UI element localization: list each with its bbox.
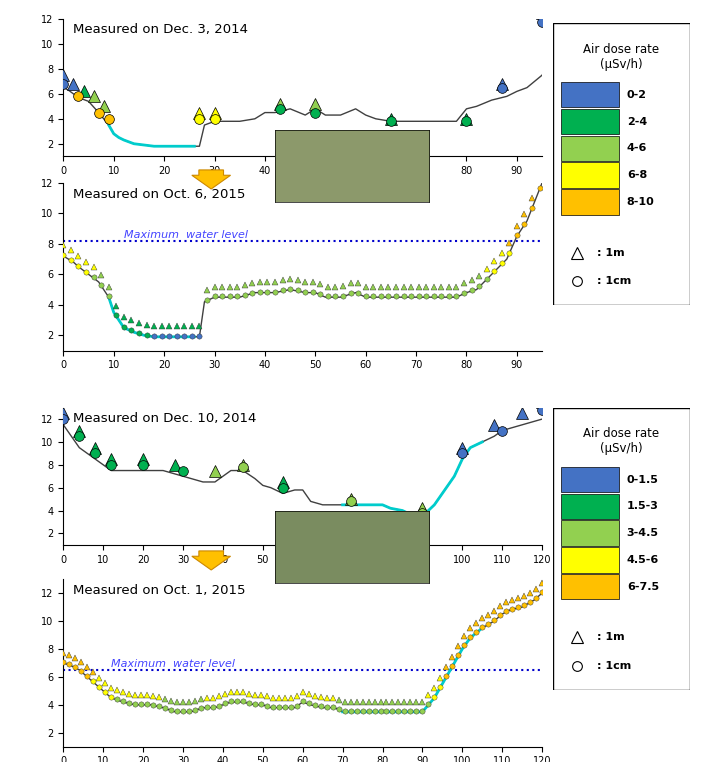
Text: 4.5-6: 4.5-6 (627, 555, 659, 565)
Text: Maximum  water level: Maximum water level (124, 230, 248, 240)
Text: Measured on Oct. 6, 2015: Measured on Oct. 6, 2015 (73, 188, 245, 201)
Bar (561, 494, 619, 519)
Bar (561, 189, 619, 215)
Text: : 1cm: : 1cm (596, 661, 631, 671)
Text: Measured on Oct. 1, 2015: Measured on Oct. 1, 2015 (73, 584, 246, 597)
Text: 0-2: 0-2 (627, 90, 647, 100)
Bar (561, 82, 619, 107)
Bar (561, 162, 619, 187)
Text: 6-8: 6-8 (627, 170, 647, 180)
Text: Air dose rate
(μSv/h): Air dose rate (μSv/h) (583, 427, 660, 456)
Text: 4-6: 4-6 (627, 143, 647, 153)
Bar (561, 520, 619, 546)
Text: : 1m: : 1m (596, 632, 624, 642)
Text: 3-4.5: 3-4.5 (627, 528, 659, 538)
Text: 8-10: 8-10 (627, 197, 655, 207)
Bar (561, 547, 619, 572)
Text: Maximum  water level: Maximum water level (111, 659, 235, 669)
Bar (561, 467, 619, 492)
Text: 6-7.5: 6-7.5 (627, 581, 659, 592)
Text: 2-4: 2-4 (627, 117, 647, 126)
Text: : 1m: : 1m (596, 248, 624, 258)
Bar (561, 109, 619, 134)
Text: Measured on Dec. 3, 2014: Measured on Dec. 3, 2014 (73, 23, 248, 36)
Bar (561, 574, 619, 600)
Text: 0-1.5: 0-1.5 (627, 475, 659, 485)
Text: 1.5-3: 1.5-3 (627, 501, 659, 511)
Text: Measured on Dec. 10, 2014: Measured on Dec. 10, 2014 (73, 411, 256, 424)
Bar (561, 136, 619, 161)
Text: : 1cm: : 1cm (596, 276, 631, 286)
Text: Air dose rate
(μSv/h): Air dose rate (μSv/h) (583, 43, 660, 71)
